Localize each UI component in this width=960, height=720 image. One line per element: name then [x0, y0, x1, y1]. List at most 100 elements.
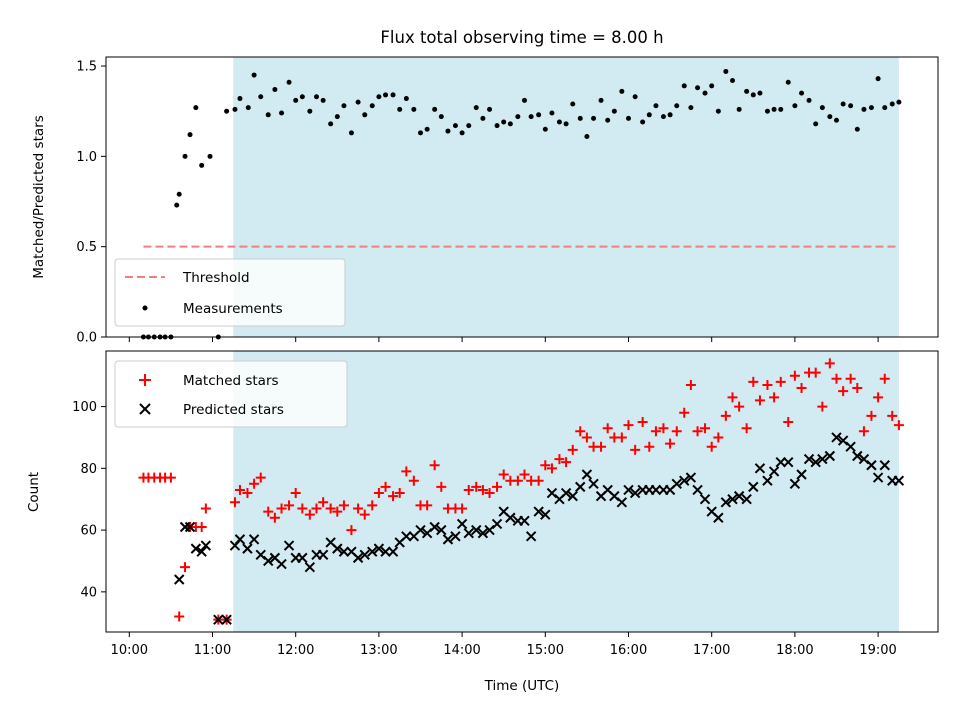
predicted-star-point — [359, 549, 370, 561]
measurement-point — [744, 88, 750, 94]
predicted-star-point — [248, 534, 260, 545]
matched-star-point — [575, 426, 586, 437]
measurement-point — [176, 191, 182, 197]
measurement-point — [307, 108, 313, 114]
measurement-point — [868, 105, 874, 111]
measurement-point — [729, 77, 735, 83]
measurement-point — [757, 90, 763, 96]
predicted-star-point — [221, 614, 232, 625]
legend-ratio-box — [114, 258, 346, 327]
predicted-star-point — [824, 450, 836, 462]
measurement-point — [515, 114, 521, 120]
measurement-point — [848, 103, 854, 109]
matched-star-point — [824, 358, 835, 369]
predicted-star-point — [692, 484, 703, 496]
measurement-point — [875, 76, 881, 82]
measurement-point — [334, 114, 340, 120]
measurement-point — [660, 114, 666, 120]
x-tick-label: 16:00 — [610, 643, 647, 658]
matched-star-point — [380, 481, 391, 492]
measurement-point — [667, 112, 673, 118]
panel-ratio-ylabel: Matched/Predicted stars — [31, 115, 47, 278]
measurement-point — [258, 94, 264, 100]
measurement-point — [536, 112, 542, 118]
measurement-point — [501, 119, 507, 125]
predicted-star-point — [456, 518, 468, 530]
predicted-star-point — [174, 574, 185, 585]
y-tick-label: 80 — [80, 462, 97, 477]
predicted-star-point — [401, 531, 412, 542]
panel-ratio-frame — [105, 56, 939, 338]
measurement-point — [833, 117, 839, 123]
measurement-point — [715, 108, 721, 114]
matched-star-point — [174, 611, 185, 622]
x-tick-label: 11:00 — [194, 643, 231, 658]
matched-star-point — [546, 463, 557, 474]
measurement-point — [445, 128, 451, 134]
predicted-star-point — [831, 432, 842, 443]
measurement-point — [896, 99, 902, 105]
measurement-point — [362, 112, 368, 118]
predicted-star-point — [196, 546, 207, 557]
measurement-point — [611, 108, 617, 114]
matched-star-point — [602, 423, 613, 434]
measurement-point — [182, 153, 188, 159]
matched-star-point — [436, 481, 447, 492]
y-tick-label: 100 — [72, 400, 97, 415]
predicted-star-point — [879, 460, 890, 471]
measurement-point — [653, 103, 659, 109]
matched-star-point — [783, 417, 794, 428]
predicted-star-point — [263, 555, 274, 567]
count-points — [138, 358, 905, 625]
measurement-point — [459, 130, 465, 136]
predicted-star-point — [442, 534, 454, 545]
predicted-star-point — [367, 546, 378, 557]
predicted-star-point — [242, 543, 253, 554]
matched-star-point — [255, 472, 266, 483]
measurement-point — [646, 112, 652, 118]
matched-star-point — [873, 392, 884, 403]
measurement-point — [605, 117, 611, 123]
matched-star-point — [734, 401, 745, 412]
measurement-point — [799, 90, 805, 96]
matched-star-point — [422, 500, 433, 511]
measurement-point — [854, 126, 860, 132]
predicted-star-point — [762, 475, 773, 486]
predicted-star-point — [810, 456, 821, 468]
measurement-point — [341, 103, 347, 109]
matched-star-point — [249, 478, 260, 489]
predicted-star-point — [650, 484, 662, 496]
matched-star-point — [165, 472, 176, 483]
matched-star-point — [616, 432, 627, 443]
matched-star-point — [471, 481, 482, 492]
measurement-point — [556, 119, 562, 125]
measurement-point — [570, 101, 576, 107]
measurement-point — [397, 106, 403, 112]
matched-star-point — [727, 392, 738, 403]
legend-count-box — [114, 360, 348, 428]
matched-star-point — [325, 503, 336, 514]
legend-measurements-swatch — [142, 305, 148, 311]
panel-ratio-ticks: 0.0 0.5 1.0 1.5 — [76, 60, 879, 346]
matched-star-point — [200, 503, 211, 514]
matched-star-point — [671, 426, 682, 437]
matched-star-point — [388, 491, 399, 502]
measurement-point — [674, 103, 680, 109]
matched-star-point — [810, 367, 821, 378]
measurement-point — [245, 105, 251, 111]
legend-ratio: Threshold Measurements — [114, 258, 346, 327]
matched-star-point — [692, 426, 703, 437]
predicted-star-point — [477, 527, 489, 539]
measurement-point — [299, 94, 305, 100]
measurement-point — [695, 85, 701, 91]
predicted-star-point — [415, 524, 426, 536]
matched-star-point — [893, 420, 904, 431]
predicted-star-point — [505, 512, 516, 523]
measurement-point — [632, 94, 638, 100]
measurement-point — [528, 114, 534, 120]
measurement-point — [403, 96, 409, 102]
measurement-point — [750, 92, 756, 98]
matched-star-point — [367, 500, 378, 511]
measurement-point — [640, 119, 646, 125]
